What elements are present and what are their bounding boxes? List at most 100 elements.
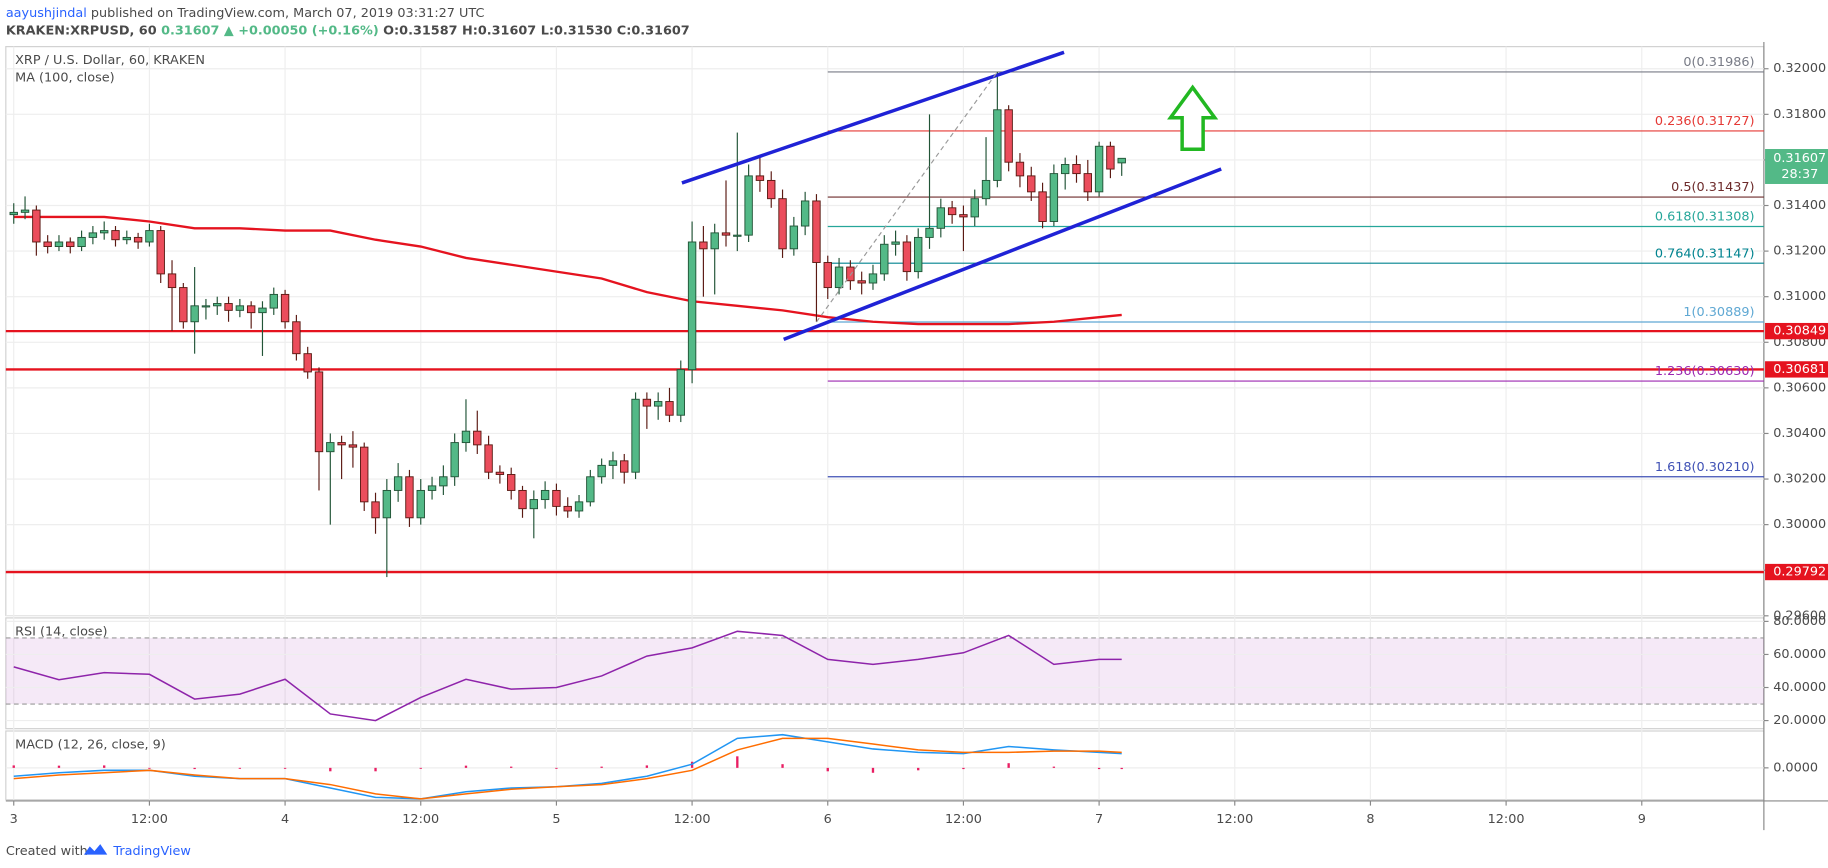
- candle-body: [540, 489, 550, 501]
- candle-body: [676, 369, 685, 416]
- x-tick-label: 12:00: [945, 812, 982, 827]
- candle-body: [574, 501, 584, 512]
- x-tick-label: 5: [552, 812, 560, 827]
- histogram-bar: [148, 767, 151, 769]
- last: 0.31607: [161, 23, 219, 38]
- y-tick-label: 0.30200: [1773, 472, 1826, 487]
- x-tick-label: 4: [281, 812, 289, 827]
- candle-body: [800, 200, 810, 227]
- indicator-line: [13, 737, 1122, 800]
- candle-body: [495, 471, 505, 475]
- candle-body: [529, 499, 539, 510]
- candle-body: [925, 227, 934, 238]
- last-price-label: 0.31607: [1773, 151, 1826, 166]
- x-tick-label: 12:00: [1216, 812, 1253, 827]
- candle-body: [812, 200, 821, 263]
- brand-logo: [83, 844, 108, 855]
- candle-body: [224, 303, 233, 311]
- candle-body: [213, 303, 222, 307]
- candle-body: [1049, 173, 1059, 222]
- x-tick-label: 8: [1366, 812, 1374, 827]
- histogram-bar: [283, 767, 287, 769]
- histogram-bar: [193, 767, 196, 770]
- fib-label: 1.236(0.30630): [1655, 364, 1755, 379]
- fib-label: 1(0.30889): [1683, 305, 1754, 320]
- plot-layer: 3 12:00 4 12:00 5 12:00 6 12:00 7 12:00 8 12:00 9 0.3…: [5, 41, 1828, 831]
- candle-body: [167, 273, 177, 289]
- candle-body: [32, 209, 41, 243]
- candle-body: [122, 236, 131, 241]
- y-tick-label: 0.30000: [1773, 517, 1826, 532]
- candle-body: [99, 230, 109, 234]
- x-tick-label: 12:00: [1488, 812, 1525, 827]
- histogram-bar: [464, 765, 468, 768]
- candle-body: [733, 234, 742, 237]
- y-tick-label: 0.31200: [1773, 244, 1826, 259]
- candle-body: [484, 444, 493, 473]
- histogram-bar: [510, 766, 513, 768]
- candle-body: [563, 505, 572, 512]
- level-tag: [1765, 563, 1828, 581]
- candle-body: [620, 460, 629, 473]
- histogram-bar: [1052, 766, 1056, 768]
- candle-body: [699, 241, 708, 250]
- histogram-bar: [419, 767, 422, 769]
- histogram-bar: [1097, 767, 1101, 770]
- candle-body: [326, 442, 335, 453]
- footer: Created with TradingView: [6, 844, 191, 859]
- candle-body: [857, 280, 866, 284]
- y-tick-label: 20.0000: [1773, 713, 1826, 728]
- y-tick-label: 80.0000: [1773, 614, 1826, 629]
- high: H:0.31607: [462, 23, 536, 38]
- candle-body: [461, 430, 471, 444]
- candle-body: [597, 464, 606, 478]
- rsi-band: [5, 637, 1764, 705]
- candle-body: [179, 287, 188, 323]
- candle-body: [846, 266, 855, 282]
- candle-body: [778, 198, 787, 250]
- candle-body: [1072, 164, 1081, 175]
- candle-body: [190, 305, 199, 323]
- candle-body: [246, 305, 256, 314]
- candle-body: [1094, 145, 1104, 193]
- candle-body: [258, 307, 267, 314]
- countdown-label: 28:37: [1781, 167, 1818, 182]
- candle-body: [427, 485, 437, 491]
- candle-body: [1015, 161, 1025, 177]
- histogram-bar: [12, 765, 15, 768]
- fib-label: 0.764(0.31147): [1655, 246, 1755, 261]
- x-tick-label: 7: [1095, 812, 1103, 827]
- candle-body: [303, 353, 312, 373]
- candle-body: [314, 371, 324, 453]
- author[interactable]: aayushjindal: [6, 5, 87, 20]
- histogram-bar: [238, 767, 242, 769]
- histogram-bar: [1007, 763, 1010, 768]
- candle-body: [744, 175, 753, 236]
- candle-body: [1038, 191, 1047, 222]
- candle-body: [393, 476, 403, 491]
- candle-body: [1004, 109, 1013, 163]
- candle-body: [721, 232, 731, 236]
- candle-body: [66, 241, 75, 248]
- candle-body: [54, 241, 64, 248]
- legend-series: MA (100, close): [15, 71, 114, 86]
- candle-body: [608, 460, 618, 466]
- candle-body: [348, 444, 358, 448]
- histogram-bar: [57, 765, 61, 768]
- candle-body: [552, 489, 561, 507]
- candle-body: [891, 241, 900, 245]
- candle-body: [20, 209, 30, 213]
- x-tick-label: 3: [10, 812, 18, 827]
- candle-body: [43, 241, 52, 248]
- histogram-bar: [736, 756, 739, 768]
- histogram-bar: [1120, 767, 1123, 770]
- candle-body: [823, 262, 832, 289]
- candle-body: [1117, 157, 1126, 164]
- candle-body: [156, 230, 165, 275]
- footer-created: Created with: [6, 844, 88, 859]
- y-tick-label: 0.30400: [1773, 426, 1826, 441]
- footer-brand[interactable]: TradingView: [112, 844, 190, 859]
- candle-body: [993, 109, 1002, 181]
- candle-body: [450, 442, 459, 478]
- candle-body: [1106, 145, 1115, 170]
